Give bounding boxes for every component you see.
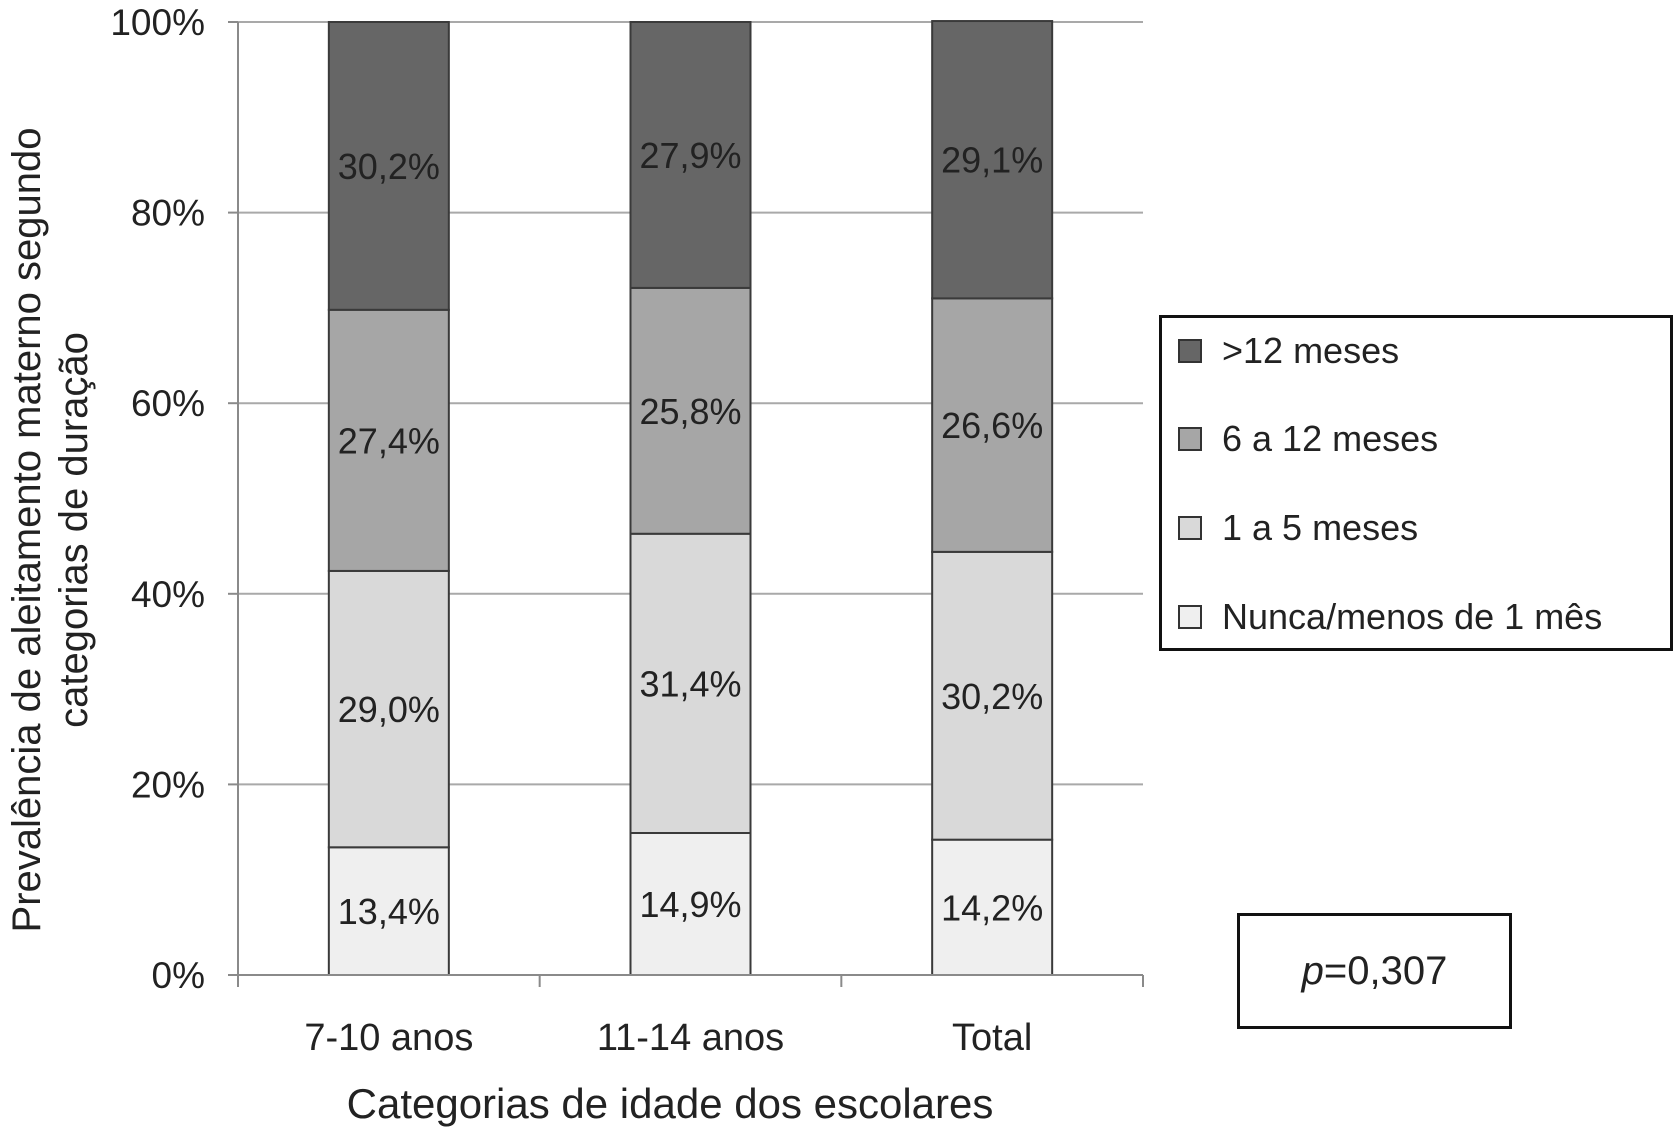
y-tick-label: 0%: [152, 955, 205, 996]
legend-label: >12 meses: [1222, 330, 1400, 371]
legend-item-gt-12-meses: >12 meses: [1178, 330, 1400, 371]
p-value-box: p=0,307: [1237, 913, 1512, 1029]
x-tick-label: Total: [952, 1017, 1032, 1059]
x-tick-label: 7-10 anos: [304, 1017, 473, 1059]
data-label: 31,4%: [639, 663, 741, 704]
y-axis-label: Prevalência de aleitamento materno segun…: [5, 128, 96, 933]
legend-item-nunca-menos-de-1-mes: Nunca/menos de 1 mês: [1178, 596, 1603, 637]
legend-item-1-a-5-meses: 1 a 5 meses: [1178, 507, 1419, 548]
bar-segment: [629, 832, 752, 976]
data-label: 27,9%: [639, 135, 741, 176]
data-label: 13,4%: [338, 891, 440, 932]
data-label: 30,2%: [941, 676, 1043, 717]
data-label: 14,9%: [639, 884, 741, 925]
p-value: =0,307: [1323, 948, 1448, 993]
y-axis-label-line-2: categorias de duração: [52, 332, 96, 728]
y-tick-label: 60%: [131, 383, 205, 424]
data-label: 14,2%: [941, 887, 1043, 928]
legend-item-6-a-12-meses: 6 a 12 meses: [1178, 418, 1439, 459]
bar-segment: [629, 532, 752, 835]
legend-swatch: [1178, 427, 1202, 451]
legend-label: Nunca/menos de 1 mês: [1222, 596, 1603, 637]
bar-segment: [931, 838, 1054, 977]
bar-segment: [931, 20, 1054, 300]
y-tick-label: 100%: [110, 2, 205, 43]
y-axis-label-line-1: Prevalência de aleitamento materno segun…: [5, 128, 49, 933]
y-tick-labels: 0% 20% 40% 60% 80% 100%: [110, 2, 205, 996]
data-label: 30,2%: [338, 146, 440, 187]
y-tick-label: 40%: [131, 574, 205, 615]
bar-segment: [327, 569, 450, 849]
x-axis-label: Categorias de idade dos escolares: [347, 1080, 994, 1127]
legend-swatch: [1178, 339, 1202, 363]
bar-segment: [629, 286, 752, 535]
x-tick-label: 11-14 anos: [597, 1017, 784, 1059]
x-tick-labels: 7-10 anos 11-14 anos Total: [304, 1017, 1032, 1059]
p-value-text: p=0,307: [1302, 949, 1448, 994]
legend: >12 meses 6 a 12 meses 1 a 5 meses Nunca…: [1159, 315, 1673, 651]
data-label: 27,4%: [338, 420, 440, 461]
y-tick-label: 80%: [131, 193, 205, 234]
data-label: 29,0%: [338, 689, 440, 730]
bar-segment: [327, 846, 450, 976]
axes: [228, 21, 1144, 987]
bar-segment: [629, 21, 752, 289]
data-label: 26,6%: [941, 405, 1043, 446]
legend-swatch: [1178, 516, 1202, 540]
p-symbol: p: [1301, 948, 1324, 993]
bar-segment: [327, 308, 450, 572]
bar-segment: [931, 550, 1054, 841]
bars: 13,4% 29,0% 27,4% 30,2% 14,9% 31,4% 25,8% 27,9%…: [327, 20, 1054, 977]
legend-label: 6 a 12 meses: [1222, 418, 1439, 459]
bar-segment: [327, 21, 450, 311]
legend-label: 1 a 5 meses: [1222, 507, 1419, 548]
bar-segment: [931, 297, 1054, 553]
data-label: 25,8%: [639, 391, 741, 432]
legend-swatch: [1178, 605, 1202, 629]
data-label: 29,1%: [941, 140, 1043, 181]
y-tick-label: 20%: [131, 764, 205, 805]
